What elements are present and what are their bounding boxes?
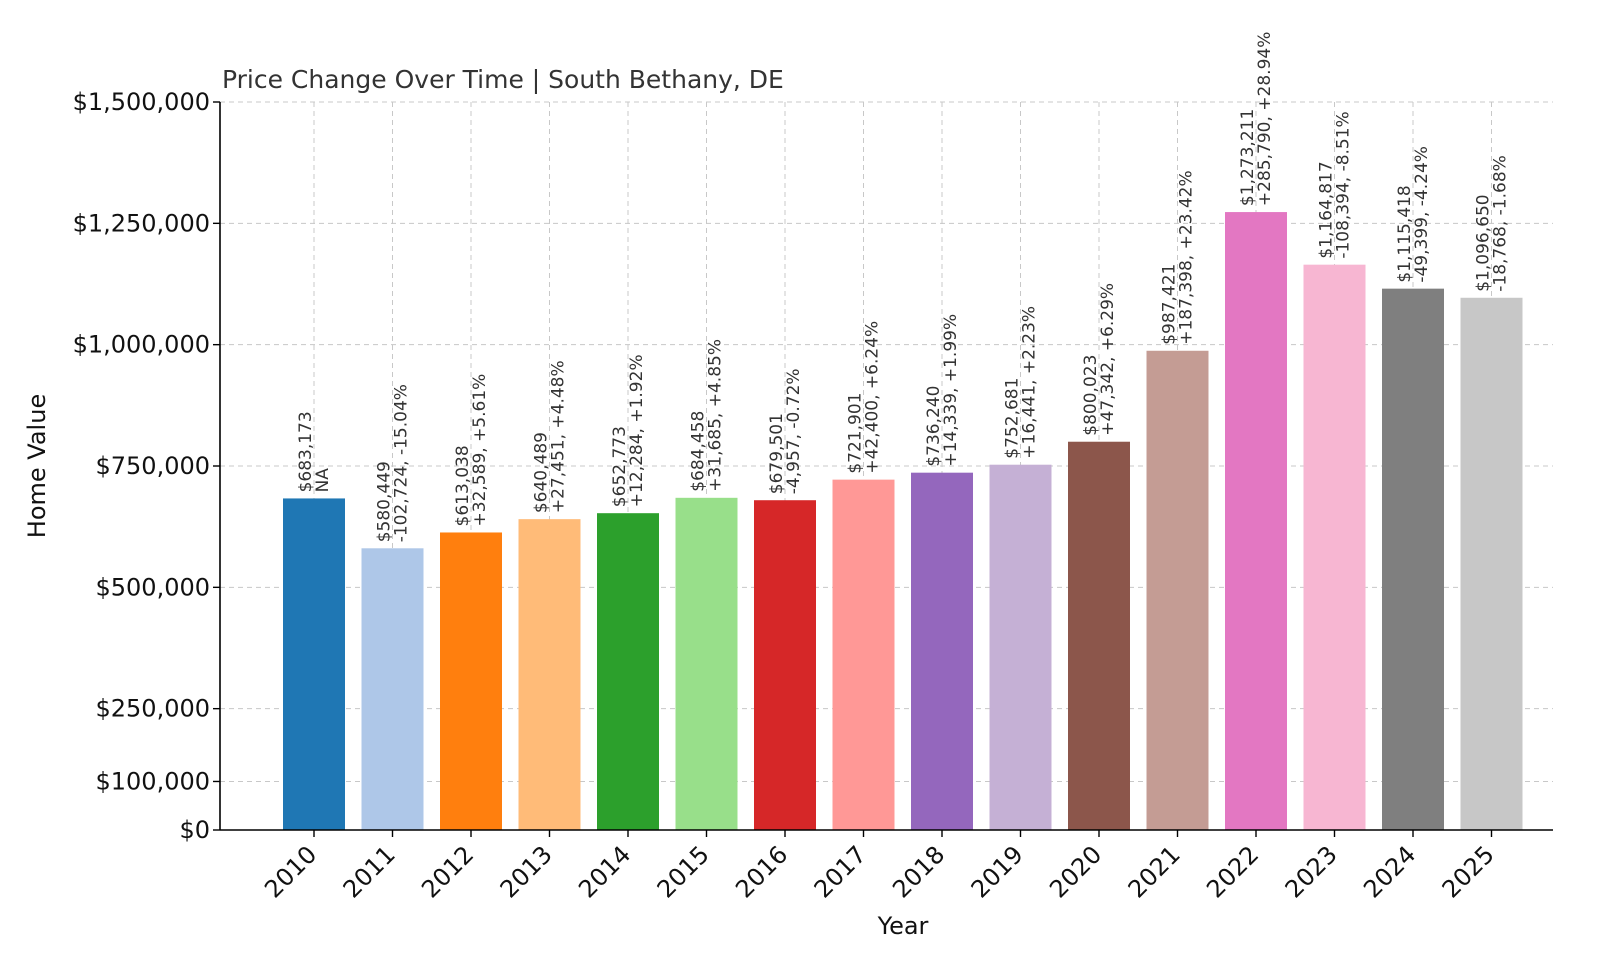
bar-label: +42,400, +6.24% — [863, 321, 883, 474]
bar-label-group: $752,681+16,441, +2.23% — [1003, 306, 1040, 459]
bar-label-group: $1,273,211+285,790, +28.94% — [1238, 32, 1275, 206]
bar-label: +16,441, +2.23% — [1020, 306, 1040, 459]
x-tick-label: 2021 — [1123, 840, 1186, 903]
bar-label: +32,589, +5.61% — [470, 374, 490, 527]
bar-label: NA — [313, 468, 333, 493]
bar-label: +12,284, +1.92% — [627, 354, 647, 507]
bar-label: $752,681 — [1003, 378, 1023, 459]
bar-label: $1,273,211 — [1238, 109, 1258, 206]
bar — [675, 497, 738, 830]
x-tick-label: 2014 — [573, 840, 636, 903]
y-tick-label: $1,000,000 — [73, 331, 210, 359]
bar — [518, 519, 581, 830]
y-tick-label: $750,000 — [95, 452, 210, 480]
y-axis-label: Home Value — [23, 394, 51, 538]
x-tick-label: 2019 — [966, 840, 1029, 903]
bar-label: $1,096,650 — [1474, 194, 1494, 291]
bars — [283, 212, 1523, 831]
bar-label: $987,421 — [1160, 264, 1180, 345]
bar-label: $640,489 — [532, 432, 552, 513]
bar-label: $1,164,817 — [1317, 161, 1337, 258]
bar-label: +47,342, +6.29% — [1098, 283, 1118, 436]
x-tick-label: 2017 — [809, 840, 872, 903]
bar — [283, 498, 345, 830]
bar-label: +285,790, +28.94% — [1255, 32, 1275, 206]
bar-label: $800,023 — [1081, 355, 1101, 436]
bar-label-group: $1,115,418-49,399, -4.24% — [1395, 146, 1432, 283]
bar-label-group: $580,449-102,724, -15.04% — [375, 384, 412, 542]
bar-label: -4,957, -0.72% — [784, 368, 804, 494]
bar — [597, 513, 659, 830]
x-tick-label: 2025 — [1437, 840, 1500, 903]
bar — [911, 472, 973, 830]
bar — [440, 532, 502, 830]
bar — [361, 548, 424, 830]
x-tick-label: 2023 — [1280, 840, 1343, 903]
bar-label-group: $987,421+187,398, +23.42% — [1160, 170, 1197, 344]
bar-label-group: $1,096,650-18,768, -1.68% — [1474, 155, 1511, 292]
bar-label-group: $640,489+27,451, +4.48% — [532, 360, 569, 513]
x-tick-labels: 2010 2011 2012 2013 2014 2015 2016 2017 2018 2019… — [259, 830, 1500, 903]
bar — [1382, 288, 1444, 830]
bar-label: -102,724, -15.04% — [392, 384, 412, 542]
bar-label-group: $652,773+12,284, +1.92% — [610, 354, 647, 507]
bar-label: +187,398, +23.42% — [1177, 170, 1197, 344]
bar-label-group: $679,501-4,957, -0.72% — [767, 368, 804, 494]
x-tick-label: 2018 — [887, 840, 950, 903]
x-tick-label: 2024 — [1358, 840, 1421, 903]
x-tick-label: 2015 — [652, 840, 715, 903]
bar-label: -18,768, -1.68% — [1491, 155, 1511, 292]
y-tick-label: $1,250,000 — [73, 209, 210, 237]
bar — [989, 464, 1052, 830]
x-tick-label: 2020 — [1044, 840, 1107, 903]
x-tick-label: 2022 — [1201, 840, 1264, 903]
chart-title: Price Change Over Time | South Bethany, … — [222, 65, 784, 94]
y-tick-label: $1,500,000 — [73, 88, 210, 116]
x-axis-label: Year — [877, 912, 929, 940]
bar-label-group: $613,038+32,589, +5.61% — [453, 374, 490, 527]
bar — [1303, 264, 1366, 830]
bar-label: +14,339, +1.99% — [941, 314, 961, 467]
x-tick-label: 2012 — [416, 840, 479, 903]
x-tick-label: 2016 — [730, 840, 793, 903]
bar-label: $613,038 — [453, 445, 473, 526]
bar — [754, 500, 816, 830]
bar-label-group: $684,458+31,685, +4.85% — [689, 339, 726, 492]
bar-label: $580,449 — [375, 461, 395, 542]
y-tick-label: $100,000 — [95, 767, 210, 795]
bar-label: $736,240 — [924, 386, 944, 467]
bar — [832, 479, 895, 830]
bar-label-group: $1,164,817-108,394, -8.51% — [1317, 111, 1354, 258]
bar — [1146, 350, 1209, 830]
bar-label: $679,501 — [767, 413, 787, 494]
bar-label: $652,773 — [610, 426, 630, 507]
bar-label: +27,451, +4.48% — [549, 360, 569, 513]
y-tick-labels: $0 $100,000 $250,000 $500,000 $750,000 $1,000… — [73, 88, 220, 844]
y-tick-label: $0 — [179, 816, 210, 844]
bar-label: $721,901 — [846, 393, 866, 474]
y-tick-label: $500,000 — [95, 573, 210, 601]
bar-label: $683,173 — [296, 411, 316, 492]
bar — [1225, 212, 1287, 831]
bar — [1460, 297, 1523, 831]
bar-label-group: $736,240+14,339, +1.99% — [924, 314, 961, 467]
bar-label: $684,458 — [689, 411, 709, 492]
bar-label: +31,685, +4.85% — [706, 339, 726, 492]
bar — [1068, 441, 1130, 830]
bar-label: $1,115,418 — [1395, 185, 1415, 282]
y-tick-label: $250,000 — [95, 695, 210, 723]
x-tick-label: 2011 — [338, 840, 401, 903]
x-tick-label: 2013 — [495, 840, 558, 903]
bar-label: -108,394, -8.51% — [1334, 111, 1354, 258]
bar-label: -49,399, -4.24% — [1412, 146, 1432, 283]
bar-label-group: $721,901+42,400, +6.24% — [846, 321, 883, 474]
x-tick-label: 2010 — [259, 840, 322, 903]
bar-label-group: $800,023+47,342, +6.29% — [1081, 283, 1118, 436]
